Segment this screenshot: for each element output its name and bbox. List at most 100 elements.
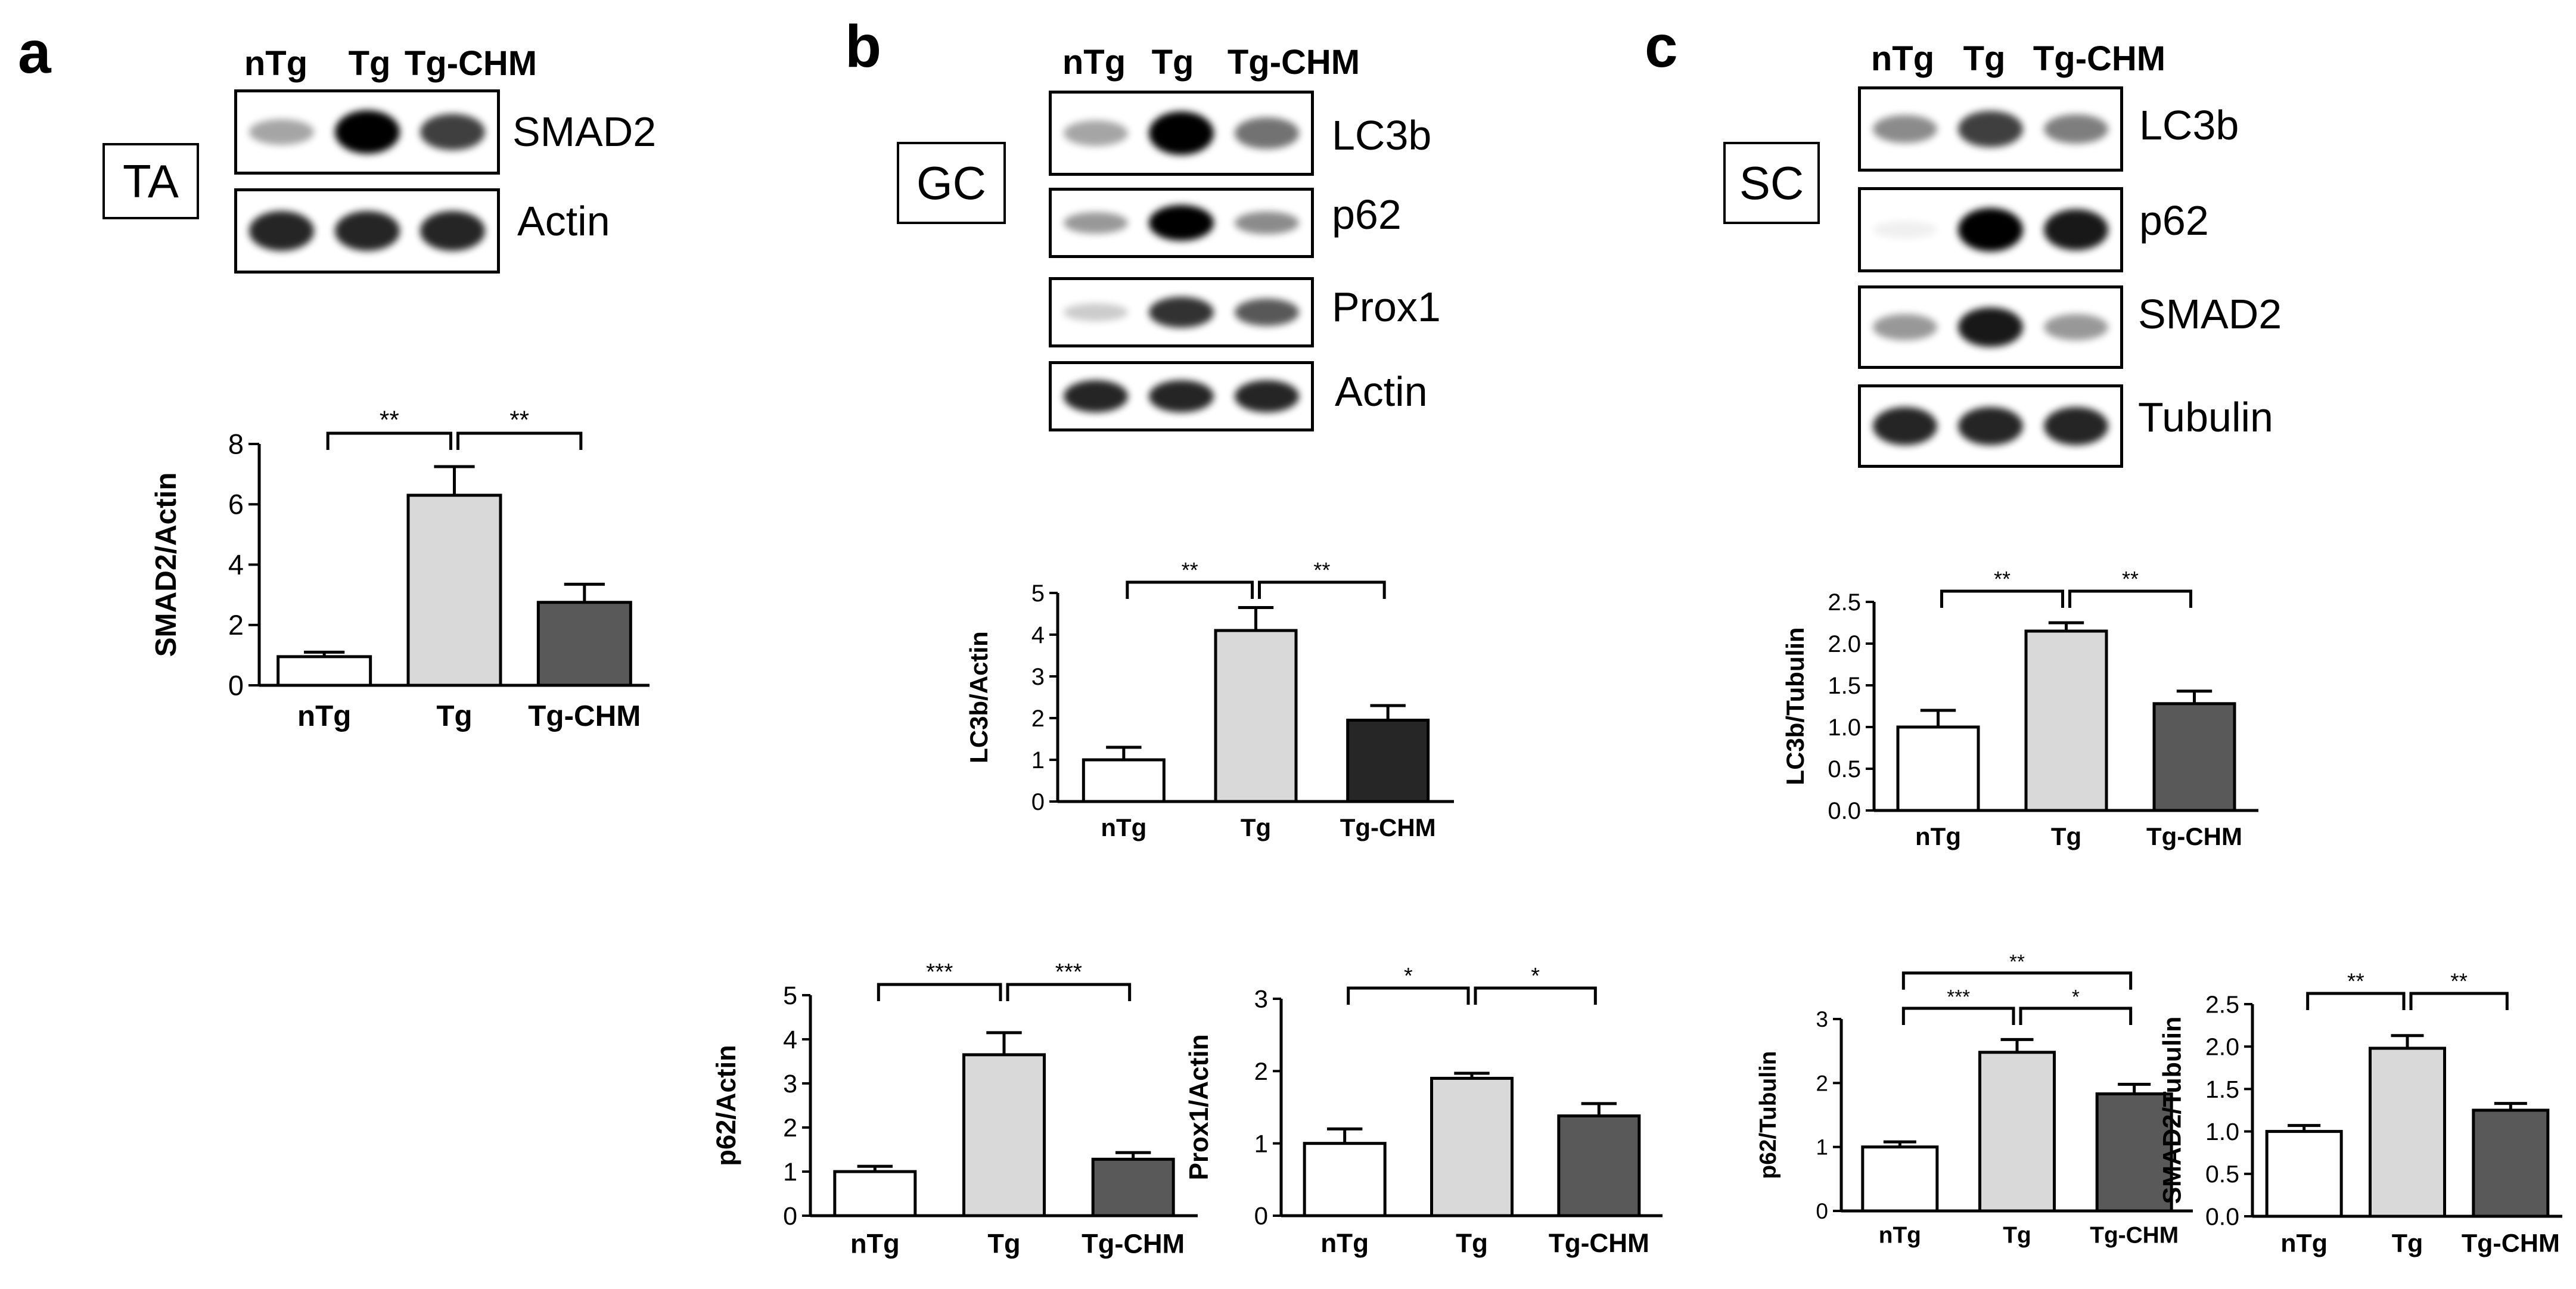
- blot-band: [1234, 380, 1300, 412]
- panel-letter-a: a: [18, 19, 51, 86]
- bar: [276, 655, 372, 687]
- significance-bracket: [2068, 589, 2192, 608]
- significance-label: **: [2450, 969, 2468, 993]
- blot-band: [1872, 221, 1938, 238]
- blot-band: [1958, 406, 2023, 446]
- bar: [2024, 629, 2108, 812]
- y-tick-label: 5: [783, 981, 797, 1010]
- y-tick-label: 2: [1254, 1057, 1268, 1085]
- significance-label: **: [1182, 558, 1198, 582]
- x-tick-label: Tg: [2003, 1223, 2031, 1248]
- blot-band: [1234, 211, 1300, 235]
- tissue-label-sc: SC: [1723, 142, 1820, 224]
- significance-label: **: [2122, 567, 2139, 591]
- blot-b-2: [1049, 277, 1314, 347]
- y-tick-label: 1: [1816, 1135, 1828, 1160]
- x-tick-label: Tg: [1456, 1229, 1488, 1258]
- y-tick-label: 2.5: [2205, 990, 2239, 1018]
- bar: [1430, 1076, 1514, 1217]
- blot-band: [334, 110, 400, 154]
- blot-band: [1234, 298, 1300, 327]
- blot-band: [1063, 303, 1129, 321]
- y-tick-label: 0: [1031, 789, 1045, 815]
- y-axis-label: SMAD2/Actin: [150, 473, 182, 657]
- y-axis-label: p62/Actin: [711, 1045, 741, 1166]
- bar-chart-b-lc3b: 0 1 2 3 4 5 LC3b/Actin nTg Tg Tg-CHM ** **: [965, 558, 1454, 841]
- y-tick-label: 0: [1816, 1199, 1828, 1223]
- blot-b-0: [1049, 91, 1314, 176]
- y-tick-label: 4: [1031, 622, 1045, 648]
- blot-c-3: [1858, 384, 2123, 468]
- lane-label: Tg: [1963, 39, 2006, 78]
- bar: [962, 1053, 1046, 1217]
- y-tick-label: 8: [228, 428, 244, 459]
- y-tick-label: 3: [1031, 664, 1045, 690]
- y-tick-label: 0.0: [2205, 1203, 2239, 1230]
- y-axis-label: LC3b/Actin: [965, 631, 993, 763]
- blot-label: Prox1: [1332, 284, 1441, 330]
- significance-label: *: [2072, 986, 2080, 1008]
- blot-band: [248, 119, 314, 145]
- y-tick-label: 0.5: [1828, 756, 1861, 782]
- y-tick-label: 2: [1816, 1071, 1828, 1095]
- lane-label: Tg: [1151, 43, 1194, 82]
- significance-label: **: [2009, 951, 2025, 973]
- bar: [2095, 1092, 2173, 1213]
- lane-label: nTg: [1062, 43, 1126, 82]
- lane-label: nTg: [244, 44, 308, 83]
- bar: [1346, 719, 1430, 803]
- tissue-label-gc: GC: [897, 142, 1006, 224]
- bar: [536, 601, 632, 687]
- significance-bracket: [877, 983, 1002, 1001]
- significance-label: ***: [1947, 986, 1970, 1008]
- x-tick-label: Tg-CHM: [528, 700, 641, 732]
- blot-band: [334, 211, 400, 251]
- blot-label: LC3b: [1332, 112, 1432, 159]
- significance-bracket: [326, 431, 452, 450]
- bar: [1978, 1051, 2056, 1213]
- bar-chart-b-prox1: 0 1 2 3 Prox1/Actin nTg Tg Tg-CHM * *: [1185, 964, 1663, 1258]
- significance-label: *: [1531, 964, 1540, 989]
- blot-band: [1958, 110, 2023, 148]
- significance-bracket: [1347, 986, 1470, 1005]
- blot-b-3: [1049, 361, 1314, 431]
- bar: [1091, 1157, 1175, 1217]
- y-axis-label: SMAD2/Tubulin: [2158, 1017, 2186, 1204]
- significance-bracket: [1940, 589, 2064, 608]
- x-tick-label: nTg: [850, 1228, 900, 1259]
- x-tick-label: Tg-CHM: [1549, 1229, 1649, 1258]
- blot-band: [248, 211, 314, 251]
- bar: [833, 1170, 917, 1217]
- bar: [1557, 1114, 1641, 1217]
- bar: [2265, 1130, 2343, 1218]
- significance-bracket: [2306, 992, 2406, 1010]
- lane-label: Tg-CHM: [1227, 43, 1360, 82]
- bar: [1214, 629, 1298, 803]
- y-tick-label: 2: [783, 1114, 797, 1142]
- bar: [1896, 725, 1980, 812]
- blot-band: [1149, 297, 1214, 328]
- significance-bracket: [1006, 983, 1132, 1001]
- y-tick-label: 1.5: [2205, 1076, 2239, 1103]
- y-tick-label: 5: [1031, 580, 1045, 607]
- blot-band: [1958, 207, 2023, 252]
- blot-band: [1063, 212, 1129, 234]
- blot-label: SMAD2: [512, 108, 657, 155]
- lane-label: Tg: [348, 44, 391, 83]
- significance-bracket: [2019, 1007, 2133, 1025]
- y-tick-label: 3: [1254, 985, 1268, 1013]
- y-tick-label: 4: [783, 1026, 797, 1054]
- blot-label: p62: [1332, 191, 1402, 238]
- bar-chart-c-smad2: 0.0 0.5 1.0 1.5 2.0 2.5 SMAD2/Tubulin nTg Tg Tg-C…: [2158, 969, 2562, 1257]
- blot-band: [1872, 313, 1938, 341]
- blot-label: Actin: [517, 198, 610, 244]
- blot-band: [2043, 406, 2109, 446]
- blot-band: [2043, 313, 2109, 341]
- y-tick-label: 3: [783, 1070, 797, 1098]
- blot-label: SMAD2: [2138, 291, 2282, 337]
- significance-label: ***: [926, 959, 953, 985]
- blot-band: [1872, 406, 1938, 446]
- y-tick-label: 4: [228, 549, 244, 580]
- blot-c-2: [1858, 285, 2123, 369]
- y-tick-label: 0: [1254, 1202, 1268, 1230]
